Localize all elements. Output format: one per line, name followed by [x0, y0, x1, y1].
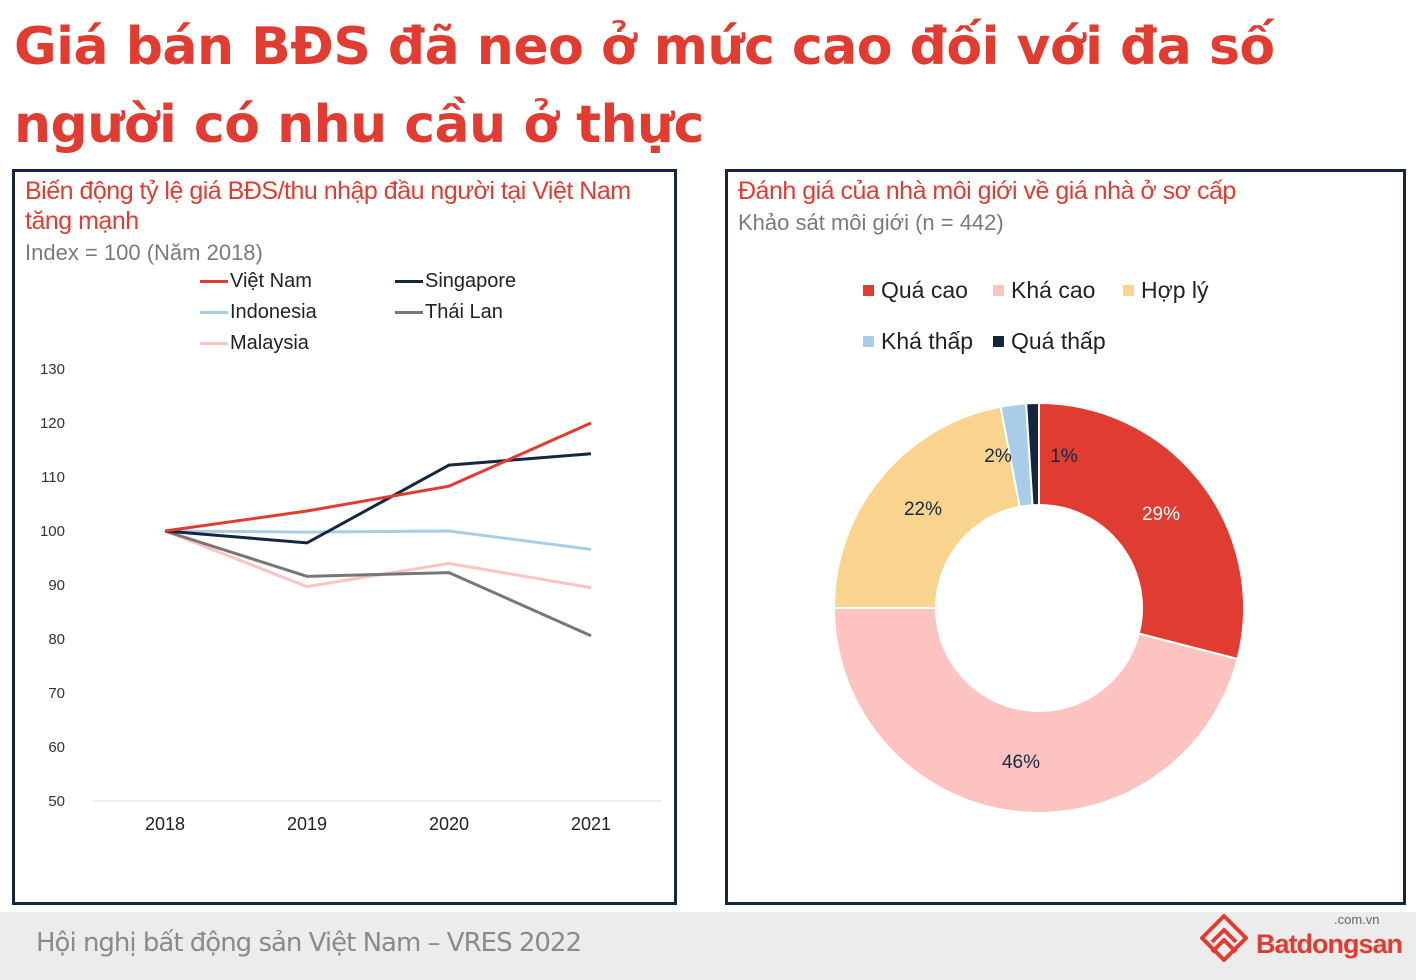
data-label: 2%	[984, 446, 1012, 467]
donut-chart-title: Đánh giá của nhà môi giới về giá nhà ở s…	[738, 177, 1236, 205]
legend-swatch	[1123, 285, 1134, 296]
donut-chart-panel: Đánh giá của nhà môi giới về giá nhà ở s…	[725, 169, 1406, 905]
legend-item: Malaysia	[200, 332, 309, 355]
legend-swatch	[200, 342, 228, 345]
brand-domain: .com.vn	[1334, 912, 1380, 927]
footer: Hội nghị bất động sản Việt Nam – VRES 20…	[0, 912, 1416, 980]
y-tick-label: 130	[40, 361, 65, 378]
legend-item: Indonesia	[200, 301, 317, 324]
y-tick-label: 50	[48, 793, 65, 810]
legend-swatch	[863, 336, 874, 347]
legend-item: Singapore	[395, 270, 516, 293]
donut-slice-Quá cao	[1038, 401, 1245, 661]
page-title: Giá bán BĐS đã neo ở mức cao đối với đa …	[14, 17, 1275, 155]
y-tick-label: 70	[48, 685, 65, 702]
donut-slice-Khá cao	[832, 607, 1239, 814]
legend-label: Khá thấp	[881, 328, 974, 354]
legend-label: Quá thấp	[1011, 328, 1106, 354]
batdongsan-logo-icon	[1200, 914, 1248, 962]
series-line-Singapore	[164, 452, 592, 545]
series-line-Indonesia	[164, 529, 592, 551]
x-tick-label: 2018	[145, 814, 185, 834]
x-tick-label: 2020	[429, 814, 469, 834]
legend-swatch	[200, 311, 228, 314]
legend-item: Quá cao	[863, 277, 968, 304]
legend-swatch	[395, 280, 423, 283]
data-label: 29%	[1142, 504, 1180, 525]
legend-label: Việt Nam	[230, 270, 312, 292]
footer-text: Hội nghị bất động sản Việt Nam – VRES 20…	[36, 928, 582, 958]
legend-item: Khá thấp	[863, 328, 973, 355]
legend-label: Quá cao	[881, 277, 968, 303]
legend-item: Thái Lan	[395, 301, 503, 324]
y-tick-label: 90	[48, 577, 65, 594]
legend-swatch	[395, 311, 423, 314]
series-line-Thái Lan	[164, 529, 592, 638]
series-line-Việt Nam	[164, 421, 592, 533]
legend-label: Thái Lan	[425, 301, 503, 323]
legend-item: Khá cao	[993, 277, 1095, 304]
y-tick-label: 110	[41, 469, 65, 486]
donut-chart: 29% 46% 22% 2% 1%	[832, 401, 1245, 814]
y-tick-label: 100	[40, 523, 65, 540]
legend-item: Việt Nam	[200, 270, 312, 293]
legend-label: Indonesia	[230, 301, 317, 323]
y-tick-label: 80	[48, 631, 65, 648]
legend-swatch	[993, 285, 1004, 296]
brand-name: Batdongsan	[1256, 929, 1403, 959]
data-label: 46%	[1002, 752, 1040, 773]
legend-swatch	[863, 285, 874, 296]
y-tick-label: 60	[48, 739, 65, 756]
donut-slice-Quá thấp	[1025, 401, 1040, 507]
line-chart-title: Biến động tỷ lệ giá BĐS/thu nhập đầu ngư…	[25, 177, 631, 235]
line-chart-panel: Biến động tỷ lệ giá BĐS/thu nhập đầu ngư…	[12, 169, 677, 905]
legend-swatch	[200, 280, 228, 283]
x-tick-label: 2021	[571, 814, 611, 834]
y-tick-label: 120	[40, 415, 65, 432]
legend-item: Quá thấp	[993, 328, 1106, 355]
legend-label: Khá cao	[1011, 277, 1096, 303]
donut-slice-Hợp lý	[832, 405, 1021, 609]
legend-label: Hợp lý	[1141, 277, 1209, 303]
legend-item: Hợp lý	[1123, 277, 1208, 304]
donut-chart-subtitle: Khảo sát môi giới (n = 442)	[738, 210, 1004, 235]
legend-swatch	[993, 336, 1004, 347]
line-chart-subtitle: Index = 100 (Năm 2018)	[25, 240, 263, 265]
data-label: 1%	[1050, 446, 1078, 467]
legend-label: Singapore	[425, 270, 517, 292]
x-tick-label: 2019	[287, 814, 327, 834]
series-line-Malaysia	[164, 529, 592, 590]
data-label: 22%	[904, 499, 942, 520]
line-chart: 50 60 70 80 90 100 110 120 130 2018 2019 2020 2021	[40, 361, 662, 834]
legend-label: Malaysia	[230, 332, 309, 354]
